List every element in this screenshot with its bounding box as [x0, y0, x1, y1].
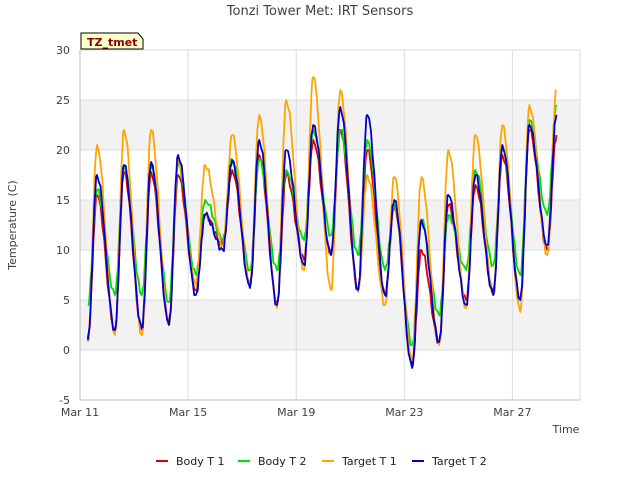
grid-band: [80, 100, 580, 150]
grid-band: [80, 200, 580, 250]
y-tick-label: 0: [63, 344, 70, 357]
x-tick-label: Mar 23: [385, 406, 423, 419]
y-tick-label: 20: [56, 144, 70, 157]
x-tick-label: Mar 27: [493, 406, 531, 419]
y-axis-label: Temperature (C): [6, 180, 19, 270]
legend-label-body-t-2: Body T 2: [258, 455, 306, 468]
tz-tag: TZ_tmet: [80, 32, 144, 50]
x-tick-label: Mar 19: [277, 406, 315, 419]
legend: Body T 1 Body T 2 Target T 1 Target T 2: [156, 455, 487, 468]
tz-tag-label: TZ_tmet: [87, 36, 137, 49]
y-tick-label: 25: [56, 94, 70, 107]
x-tick-label: Mar 15: [169, 406, 207, 419]
legend-label-target-t-1: Target T 1: [341, 455, 397, 468]
legend-label-body-t-1: Body T 1: [176, 455, 224, 468]
x-tick-label: Mar 11: [61, 406, 99, 419]
tz-tag-box: [80, 32, 144, 50]
legend-label-target-t-2: Target T 2: [431, 455, 487, 468]
y-tick-label: 5: [63, 294, 70, 307]
chart-title: Tonzi Tower Met: IRT Sensors: [226, 4, 414, 19]
grid-band: [80, 300, 580, 350]
series-line-target-t-2: [86, 106, 558, 369]
y-tick-label: 15: [56, 194, 70, 207]
plot-series: [86, 76, 558, 369]
plot-background: [79, 49, 581, 401]
y-tick-label: -5: [59, 394, 70, 407]
y-tick-label: 30: [56, 44, 70, 57]
x-axis: Mar 11 Mar 15 Mar 19 Mar 23 Mar 27: [61, 406, 532, 419]
y-axis: -5 0 5 10 15 20 25 30: [56, 44, 70, 407]
x-axis-label: Time: [552, 423, 580, 436]
y-tick-label: 10: [56, 244, 70, 257]
